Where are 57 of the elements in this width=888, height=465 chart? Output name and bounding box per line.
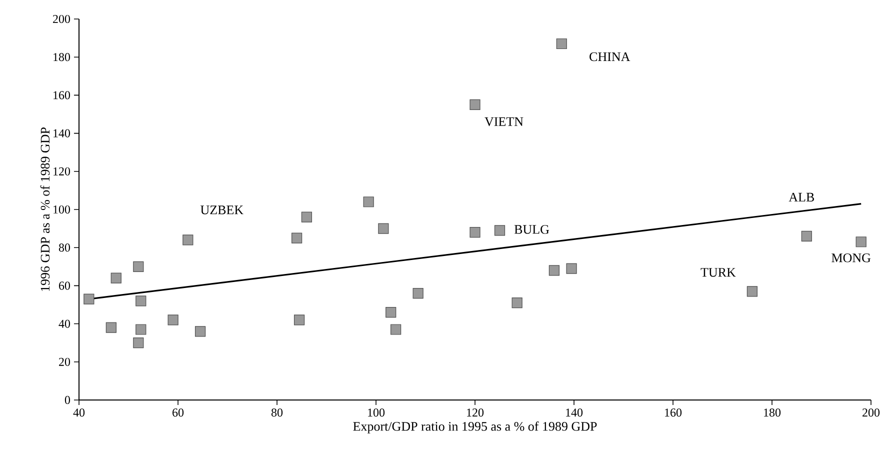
point: [390, 324, 402, 335]
point: [136, 324, 146, 335]
point: [856, 236, 866, 248]
point: [194, 326, 206, 337]
point: [292, 232, 302, 244]
point: [378, 223, 389, 234]
point: [412, 288, 424, 299]
x-tick-label: 100: [368, 408, 385, 417]
point: [512, 298, 522, 308]
annotation: VIETN: [484, 117, 524, 126]
point: [110, 272, 122, 284]
annotation: MONG: [832, 254, 871, 262]
point: [136, 296, 146, 306]
point: [363, 196, 374, 208]
y-tick-label: 40: [58, 320, 70, 328]
point: [556, 38, 567, 50]
x-tick-label: 120: [467, 408, 484, 417]
annotation: BULG: [514, 225, 550, 234]
x-axis-title: Export/GDP ratio in 1995 as a % of 1989 GDP: [353, 421, 597, 434]
point: [106, 322, 116, 333]
point: [168, 314, 178, 326]
y-tick-label: 20: [59, 358, 70, 366]
annotation: TURK: [700, 268, 736, 277]
y-axis-title: 1996 GDP as a % of 1989 GDP: [40, 128, 50, 291]
point: [294, 314, 305, 326]
annotation: CHINA: [590, 52, 630, 62]
x-tick-label: 80: [271, 408, 283, 417]
y-tick-label: 140: [54, 129, 70, 138]
y-tick-label: 120: [54, 167, 70, 176]
x-tick-label: 160: [665, 408, 682, 417]
annotation: UZBEK: [200, 206, 244, 214]
point: [470, 227, 480, 238]
x-tick-label: 180: [764, 408, 781, 417]
x-tick-label: 40: [73, 408, 85, 417]
x-tick-label: 60: [172, 408, 184, 417]
x-tick-label: 200: [862, 408, 880, 417]
y-tick-label: 0: [64, 396, 70, 404]
y-tick-label: 160: [54, 91, 70, 100]
point: [133, 261, 144, 272]
point: [470, 99, 480, 110]
point: [494, 225, 506, 236]
y-tick-label: 180: [54, 53, 70, 62]
y-tick-label: 60: [58, 282, 70, 290]
point: [548, 265, 560, 276]
point: [301, 212, 312, 222]
y-tick-label: 100: [54, 205, 70, 214]
point: [386, 307, 396, 318]
annotation: ALB: [788, 192, 814, 202]
point: [801, 230, 812, 242]
point: [182, 234, 194, 246]
y-tick-label: 200: [53, 14, 70, 24]
y-tick-label: 80: [58, 244, 70, 252]
x-tick-label: 140: [566, 408, 583, 417]
point: [566, 263, 577, 274]
point: [133, 338, 144, 348]
point: [84, 294, 94, 304]
point: [746, 286, 758, 297]
